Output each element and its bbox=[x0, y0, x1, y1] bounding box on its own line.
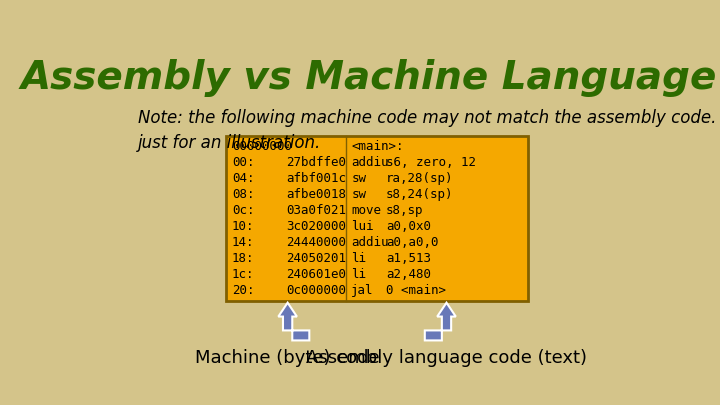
Text: 0c000000: 0c000000 bbox=[286, 284, 346, 297]
Text: Assembly vs Machine Language: Assembly vs Machine Language bbox=[21, 59, 717, 97]
Text: addiu: addiu bbox=[351, 236, 389, 249]
Text: afbf001c: afbf001c bbox=[286, 172, 346, 185]
Text: sw: sw bbox=[351, 188, 366, 201]
Text: ra,28(sp): ra,28(sp) bbox=[386, 172, 454, 185]
Text: 24440000: 24440000 bbox=[286, 236, 346, 249]
Text: 20:: 20: bbox=[232, 284, 254, 297]
Text: a1,513: a1,513 bbox=[386, 252, 431, 265]
Polygon shape bbox=[279, 303, 310, 341]
Polygon shape bbox=[425, 303, 456, 341]
Text: 24050201: 24050201 bbox=[286, 252, 346, 265]
Text: sw: sw bbox=[351, 172, 366, 185]
Text: afbe0018: afbe0018 bbox=[286, 188, 346, 201]
Text: move: move bbox=[351, 204, 381, 217]
Text: a2,480: a2,480 bbox=[386, 268, 431, 281]
Text: jal: jal bbox=[351, 284, 374, 297]
Text: 08:: 08: bbox=[232, 188, 254, 201]
Text: li: li bbox=[351, 252, 366, 265]
Text: 18:: 18: bbox=[232, 252, 254, 265]
Text: li: li bbox=[351, 268, 366, 281]
Text: 04:: 04: bbox=[232, 172, 254, 185]
Text: 03a0f021: 03a0f021 bbox=[286, 204, 346, 217]
Text: 240601e0: 240601e0 bbox=[286, 268, 346, 281]
Text: Machine (byte) code: Machine (byte) code bbox=[195, 349, 380, 367]
Text: a0,a0,0: a0,a0,0 bbox=[386, 236, 438, 249]
Text: 14:: 14: bbox=[232, 236, 254, 249]
Text: s6, zero, 12: s6, zero, 12 bbox=[386, 156, 476, 168]
Text: lui: lui bbox=[351, 220, 374, 233]
Text: Assembly language code (text): Assembly language code (text) bbox=[306, 349, 587, 367]
Text: 3c020000: 3c020000 bbox=[286, 220, 346, 233]
Text: 00000000: 00000000 bbox=[232, 140, 292, 153]
Text: 00:: 00: bbox=[232, 156, 254, 168]
Text: s8,24(sp): s8,24(sp) bbox=[386, 188, 454, 201]
Text: 10:: 10: bbox=[232, 220, 254, 233]
Text: 0 <main>: 0 <main> bbox=[386, 284, 446, 297]
Text: 0c:: 0c: bbox=[232, 204, 254, 217]
Text: Note: the following machine code may not match the assembly code. This is
just f: Note: the following machine code may not… bbox=[138, 109, 720, 151]
Text: <main>:: <main>: bbox=[351, 140, 404, 153]
Bar bbox=[225, 136, 528, 301]
Text: 27bdffe0: 27bdffe0 bbox=[286, 156, 346, 168]
Text: 1c:: 1c: bbox=[232, 268, 254, 281]
Text: s8,sp: s8,sp bbox=[386, 204, 423, 217]
Text: addiu: addiu bbox=[351, 156, 389, 168]
Text: a0,0x0: a0,0x0 bbox=[386, 220, 431, 233]
